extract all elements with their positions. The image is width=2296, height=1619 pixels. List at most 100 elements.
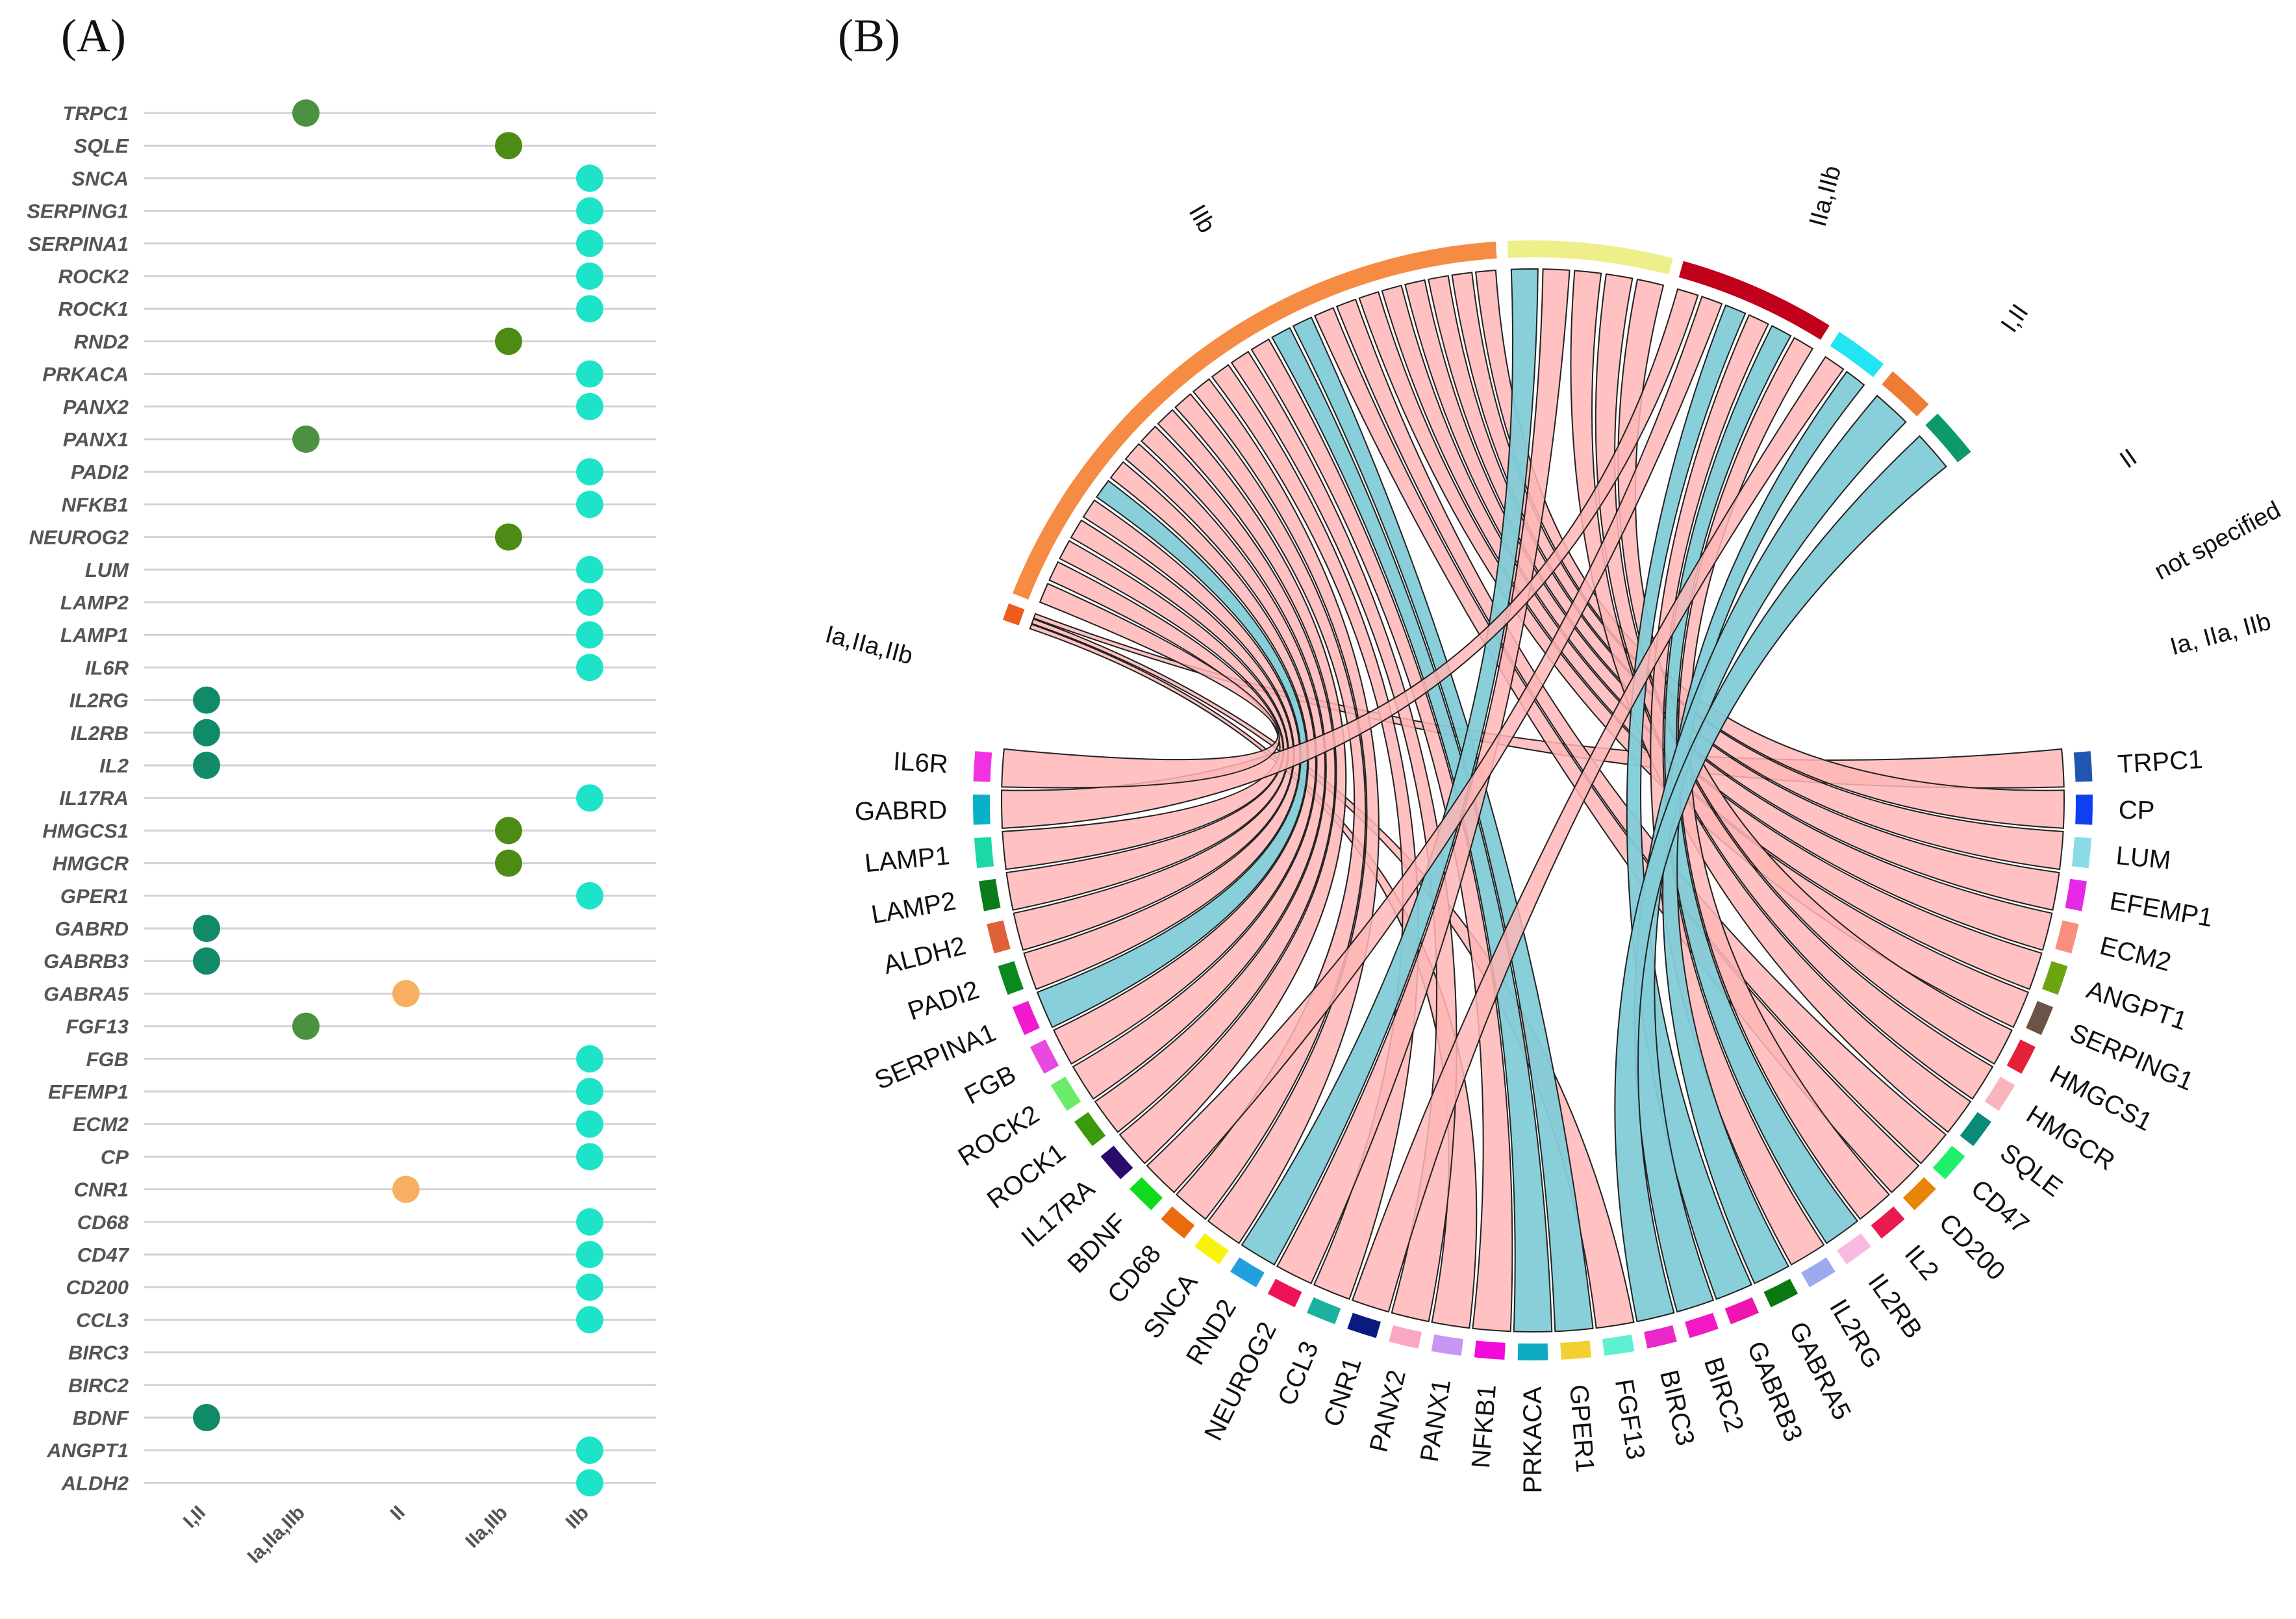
gene-label-nfkb1: NFKB1 (62, 493, 129, 516)
chord-angpt1 (1381, 285, 2043, 990)
sector-label-5: not specified (2150, 496, 2285, 585)
chord-gabrd (1000, 288, 1699, 829)
dot-lamp1 (576, 621, 603, 649)
gene-label-efemp1: EFEMP1 (48, 1080, 129, 1103)
dot-rnd2 (495, 327, 522, 355)
gene-label-lamp2: LAMP2 (60, 591, 129, 614)
dot-sqle (495, 132, 522, 160)
gene-arc-gper1 (1560, 1340, 1592, 1360)
gene-label-rock1: ROCK1 (58, 298, 129, 320)
gene-arc-il2rb (1837, 1233, 1871, 1265)
dot-cp (576, 1143, 603, 1171)
gene-label-birc3: BIRC3 (68, 1342, 129, 1364)
gene-label-fgb: FGB (86, 1048, 129, 1071)
chord-serping1 (1358, 291, 2030, 1028)
gene-label-padi2: PADI2 (71, 461, 129, 483)
dot-snca (576, 164, 603, 192)
gene-label-ccl3: CCL3 (76, 1308, 129, 1331)
gene-arc-cd68 (1161, 1206, 1195, 1239)
dot-fgb (576, 1045, 603, 1073)
gene-label-sqle: SQLE (74, 134, 130, 157)
gene-arc-serpina1 (1012, 1001, 1040, 1036)
panel-a-label: (A) (61, 10, 126, 62)
chord-hmgcr (1595, 273, 1994, 1100)
gene-label-fgf13: FGF13 (66, 1015, 129, 1038)
chord-rock1 (1094, 426, 1336, 1133)
sector-arc-5 (1882, 371, 1929, 416)
chord-rnd2 (1241, 268, 1539, 1266)
gene-label-gabrb3: GABRB3 (44, 950, 129, 973)
chord-gper1 (1292, 316, 1594, 1332)
gene-arc-il6r (973, 751, 992, 782)
gene-label-cnr1: CNR1 (74, 1179, 129, 1201)
gene-label-panx2: PANX2 (1365, 1368, 1411, 1455)
gene-label-gper1: GPER1 (1564, 1384, 1599, 1474)
gene-arc-panx2 (1389, 1325, 1422, 1349)
gene-arc-trpc1 (2073, 751, 2093, 782)
gene-label-rnd2: RND2 (1181, 1294, 1242, 1370)
dot-lum (576, 555, 603, 583)
dot-bdnf (193, 1404, 220, 1431)
dot-il2rg (193, 686, 220, 714)
gene-label-gabrd: GABRD (855, 796, 948, 826)
dot-cnr1 (392, 1175, 420, 1203)
chord-il17ra (1118, 409, 1347, 1165)
gene-arc-cp (2075, 795, 2093, 825)
gene-label-aldh2: ALDH2 (881, 932, 969, 980)
dot-efemp1 (576, 1078, 603, 1105)
gene-label-trpc1: TRPC1 (2117, 745, 2204, 779)
gene-arc-sqle (1960, 1112, 1991, 1147)
chord-il6r (1001, 583, 1280, 789)
dot-rock2 (576, 262, 603, 290)
chord-il2rb (1663, 325, 1859, 1244)
gene-label-panx2: PANX2 (63, 396, 129, 418)
chord-gabra5 (1662, 370, 1865, 1284)
gene-label-il6r: IL6R (892, 747, 949, 779)
gene-arc-gabra5 (1763, 1279, 1798, 1308)
gene-arcs (973, 751, 2093, 1360)
gene-label-prkaca: PRKACA (42, 363, 129, 386)
gene-arc-lum (2071, 837, 2092, 869)
gene-arc-neurog2 (1267, 1279, 1302, 1308)
dot-gabrb3 (193, 947, 220, 975)
sector-label-0: Ia,IIa,IIb (822, 620, 916, 670)
gene-label-ecm2: ECM2 (73, 1113, 129, 1136)
dot-hmgcr (495, 849, 522, 877)
dot-serping1 (576, 197, 603, 225)
gene-label-gabra5: GABRA5 (44, 982, 129, 1005)
gene-label-il2rg: IL2RG (69, 689, 129, 712)
dot-panx2 (576, 392, 603, 420)
gene-label-neurog2: NEUROG2 (29, 526, 129, 549)
chord-serpina1 (1036, 479, 1308, 1028)
gene-label-birc2: BIRC2 (68, 1374, 129, 1397)
gene-label-cd68: CD68 (77, 1211, 129, 1234)
gene-label-gabrd: GABRD (55, 917, 129, 940)
gene-label-birc2: BIRC2 (1698, 1354, 1749, 1436)
gene-label-rnd2: RND2 (74, 330, 129, 353)
gene-label-trpc1: TRPC1 (62, 102, 129, 125)
dot-hmgcs1 (495, 817, 522, 845)
gene-arc-efemp1 (2065, 878, 2087, 911)
gene-label-nfkb1: NFKB1 (1467, 1384, 1502, 1470)
gene-label-gper1: GPER1 (60, 885, 129, 908)
gene-arc-hmgcr (1984, 1077, 2015, 1111)
gene-label-cd200: CD200 (66, 1276, 129, 1299)
sector-arc-4 (1830, 331, 1884, 377)
gene-label-birc3: BIRC3 (1654, 1368, 1700, 1449)
dot-prkaca (576, 360, 603, 388)
gene-label-hmgcr: HMGCR (53, 852, 129, 875)
gene-label-angpt1: ANGPT1 (2083, 975, 2191, 1036)
dot-panx1 (292, 426, 320, 453)
gene-arc-rock2 (1050, 1077, 1081, 1111)
gene-label-efemp1: EFEMP1 (2108, 887, 2215, 933)
chord-birc2 (1634, 394, 1907, 1313)
gene-label-prkaca: PRKACA (1519, 1386, 1547, 1494)
gene-label-ccl3: CCL3 (1272, 1337, 1324, 1409)
gene-arc-aldh2 (987, 920, 1011, 954)
gene-arc-fgf13 (1602, 1334, 1635, 1356)
gene-label-cd47: CD47 (77, 1243, 130, 1266)
dot-aldh2 (576, 1469, 603, 1497)
gene-arc-cd47 (1932, 1145, 1965, 1180)
sector-label-4: II (2115, 444, 2141, 474)
gene-label-il6r: IL6R (85, 656, 129, 679)
